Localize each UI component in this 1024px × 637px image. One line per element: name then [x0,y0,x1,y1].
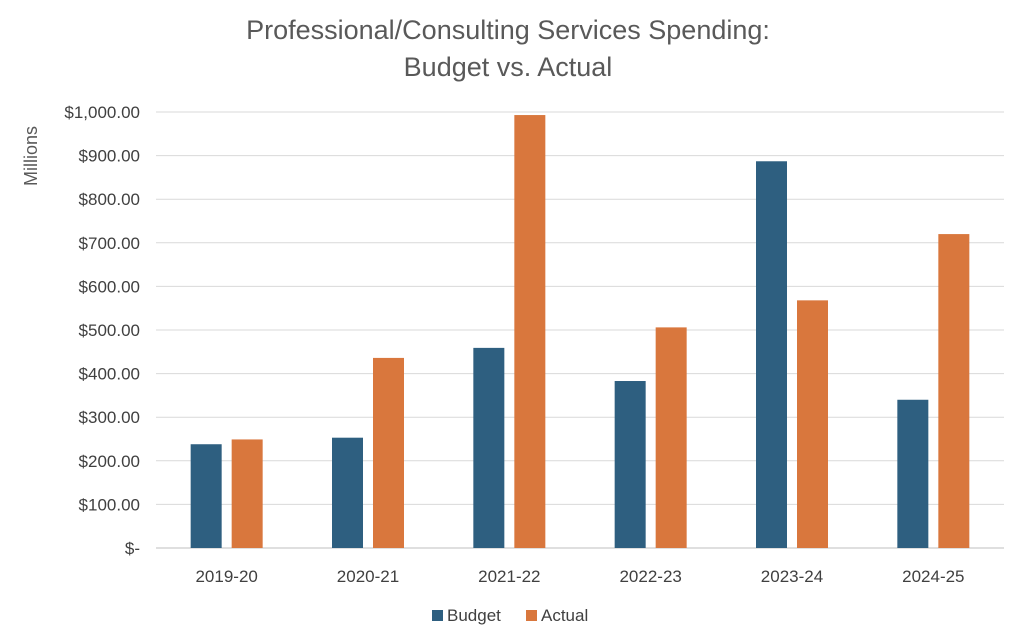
bars [190,115,970,548]
y-tick-label: $200.00 [79,452,140,471]
chart-title-line-1: Professional/Consulting Services Spendin… [246,15,770,45]
x-tick-label: 2019-20 [195,567,257,586]
y-tick-label: $300.00 [79,408,140,427]
x-tick-label: 2022-23 [619,567,681,586]
y-tick-label: $400.00 [79,365,140,384]
bar-budget-2021-22 [473,347,505,548]
x-tick-label: 2024-25 [902,567,964,586]
x-tick-labels: 2019-20 2020-21 2021-22 2022-23 2023-24 2024-… [195,567,964,586]
bar-actual-2024-25 [938,234,970,548]
y-tick-label: $700.00 [79,234,140,253]
y-tick-labels: $- $100.00 $200.00 $300.00 $400.00 $500.00 $60… [64,103,140,558]
legend-label-budget: Budget [447,606,501,625]
x-tick-label: 2023-24 [761,567,823,586]
legend-swatch-actual [526,610,537,621]
bar-actual-2020-21 [373,357,404,548]
legend-label-actual: Actual [541,606,588,625]
bar-actual-2023-24 [797,300,828,548]
bar-budget-2020-21 [332,437,363,548]
bar-budget-2022-23 [614,381,646,548]
legend-swatch-budget [432,610,443,621]
y-tick-label: $800.00 [79,190,140,209]
y-axis-label: Millions [21,126,41,186]
gridlines [156,111,1004,549]
legend: Budget Actual [432,606,588,625]
bar-actual-2019-20 [231,439,263,548]
chart-title-line-2: Budget vs. Actual [404,52,613,82]
y-tick-label: $100.00 [79,495,140,514]
bar-budget-2023-24 [756,161,787,548]
y-tick-label: $- [125,539,140,558]
y-tick-label: $500.00 [79,321,140,340]
y-tick-label: $900.00 [79,147,140,166]
y-tick-label: $600.00 [79,277,140,296]
x-tick-label: 2020-21 [337,567,399,586]
bar-budget-2019-20 [190,444,222,548]
bar-actual-2022-23 [655,327,687,548]
x-tick-label: 2021-22 [478,567,540,586]
bar-budget-2024-25 [897,399,929,548]
y-tick-label: $1,000.00 [64,103,140,122]
bar-actual-2021-22 [514,115,546,548]
